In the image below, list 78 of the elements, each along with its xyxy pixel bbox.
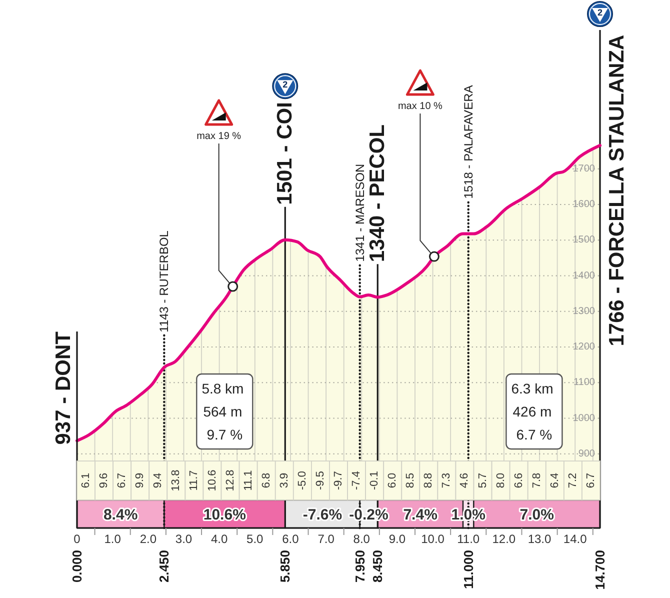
data-label: 6.8	[260, 472, 272, 488]
data-label: 6.7	[116, 472, 128, 488]
data-label: 6.1	[80, 472, 92, 488]
data-label: 9.4	[152, 472, 164, 488]
data-label: 4.6	[458, 472, 471, 488]
x-tick-label: 10.0	[421, 532, 445, 546]
y-tick-label: 1200	[572, 342, 596, 353]
x2-tick-label: 7.950	[352, 550, 368, 583]
ref-line-label: 1501 - COI	[274, 102, 297, 205]
x-tick-label: 9.0	[388, 532, 406, 546]
data-label: -9.5	[314, 471, 326, 490]
band-label: 7.4%	[403, 506, 438, 524]
y-tick-label: 1400	[572, 270, 596, 282]
band-label: -7.6%	[302, 506, 342, 524]
x2-tick-label: 8.450	[370, 550, 386, 583]
annotation: 1766 - FORCELLA STAULANZA	[605, 34, 628, 346]
data-label: -9.7	[332, 471, 344, 490]
data-label: 9.6	[98, 472, 110, 488]
x-tick-label: 3.0	[175, 532, 192, 546]
data-label: 8.0	[494, 472, 507, 488]
band-label: 10.6%	[203, 506, 246, 524]
x-tick-label: 0	[74, 532, 81, 546]
data-label: 3.9	[278, 472, 290, 488]
ref-line-label: 1143 - RUTERBOL	[157, 230, 172, 332]
data-label: 13.8	[170, 470, 182, 492]
y-tick-label: 1300	[572, 306, 596, 317]
ref-line-label: 1340 - PECOL	[366, 124, 390, 262]
ref-line-label: 1518 - PALAFAVERA	[461, 85, 476, 199]
data-label: 12.8	[224, 470, 236, 492]
x-tick-label: 14.0	[563, 532, 588, 546]
annotation: 5.8 km 564 m 9.7 %	[202, 380, 248, 442]
y-tick-label: 1700	[572, 163, 596, 174]
data-label: 8.5	[404, 472, 417, 488]
data-label: -0.1	[368, 471, 381, 490]
x-tick-label: 6.0	[282, 532, 300, 546]
x2-tick-label: 14.700	[592, 550, 608, 590]
data-label: 11.7	[188, 470, 200, 491]
y-tick-label: 1600	[572, 199, 596, 210]
x2-tick-label: 11.000	[460, 550, 476, 590]
data-label: 10.6	[206, 470, 218, 492]
data-label: 9.9	[134, 472, 146, 488]
band-label: 7.0%	[520, 506, 554, 524]
x-tick-label: 11.0	[457, 532, 480, 546]
x-tick-label: 8.0	[353, 532, 370, 546]
x-tick-label: 5.0	[246, 532, 264, 546]
data-label: 8.8	[422, 472, 435, 488]
x-tick-label: 2.0	[140, 532, 157, 546]
annotation: max 10 %	[398, 101, 443, 112]
data-label: 7.8	[530, 472, 543, 488]
text: 2	[597, 8, 603, 18]
x-tick-label: 7.0	[318, 532, 335, 546]
data-label: 7.3	[440, 472, 453, 488]
annotation: 6.3 km 426 m 6.7 %	[511, 380, 558, 442]
data-label: 6.0	[386, 472, 399, 488]
annotation: 2	[282, 80, 288, 90]
data-label: 6.6	[512, 472, 525, 488]
data-label: 7.2	[566, 472, 579, 488]
y-tick-label: 1000	[572, 412, 596, 424]
data-label: 5.7	[476, 472, 489, 488]
data-label: -5.0	[296, 471, 308, 490]
data-label: 6.4	[548, 472, 561, 488]
y-tick-label: 1500	[572, 234, 596, 246]
x-tick-label: 1.0	[104, 532, 122, 546]
data-label: 11.1	[242, 470, 254, 491]
data-label: -7.4	[350, 471, 363, 490]
data-label: 6.7	[584, 472, 597, 488]
y-tick-label: 900	[578, 448, 596, 460]
annotation: max 19 %	[196, 130, 242, 142]
x-tick-label: 4.0	[210, 532, 228, 546]
ref-line-label: 1341 - MARESON	[352, 164, 367, 262]
annotation: 937 - DONT	[52, 331, 75, 445]
band-label: 8.4%	[103, 506, 138, 524]
x-tick-label: 13.0	[528, 532, 552, 546]
y-tick-label: 1100	[573, 377, 596, 388]
x-tick-label: 12.0	[492, 532, 516, 546]
x2-tick-label: 2.450	[156, 550, 172, 583]
x2-tick-label: 0.000	[70, 550, 84, 583]
x2-tick-label: 5.850	[278, 550, 293, 583]
